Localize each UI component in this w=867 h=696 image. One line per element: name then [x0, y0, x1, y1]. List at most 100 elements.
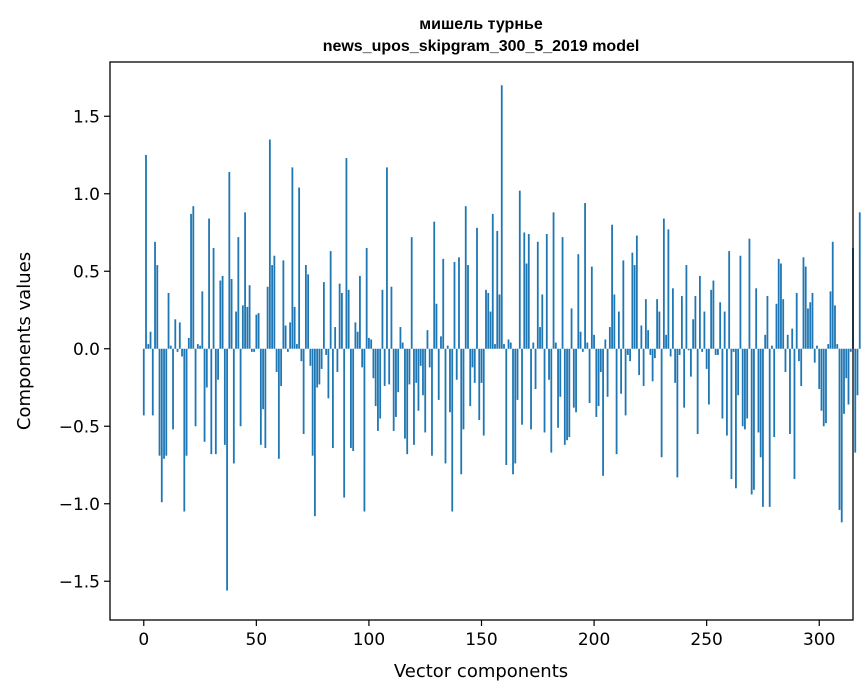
bar — [453, 261, 456, 349]
bar — [370, 339, 373, 349]
bar — [615, 348, 618, 455]
bar — [442, 258, 445, 349]
bar — [744, 348, 746, 430]
bar — [710, 289, 713, 349]
bar — [676, 348, 679, 478]
bar — [464, 206, 467, 349]
bar — [514, 348, 517, 464]
bar — [748, 238, 751, 349]
bar — [753, 348, 755, 490]
bar — [145, 155, 147, 349]
bar — [491, 213, 494, 349]
bar — [444, 348, 447, 464]
bar — [669, 348, 672, 357]
bar — [766, 296, 769, 349]
bar — [485, 289, 487, 349]
bar — [446, 345, 449, 349]
bar — [498, 294, 501, 349]
bar — [208, 218, 210, 349]
bar — [680, 296, 683, 349]
bar — [701, 348, 704, 352]
bar — [523, 232, 526, 349]
bar — [345, 158, 348, 349]
bar — [820, 348, 823, 411]
bar — [647, 330, 650, 349]
bar — [212, 248, 215, 349]
bar — [322, 282, 325, 349]
bar — [559, 348, 562, 397]
bar — [316, 348, 319, 388]
bar — [426, 330, 429, 349]
bar — [440, 336, 442, 349]
bar — [579, 331, 582, 349]
bar — [602, 348, 604, 476]
bar — [822, 348, 825, 427]
bar — [169, 345, 172, 349]
bar — [545, 234, 548, 349]
bar — [235, 311, 237, 349]
bar — [834, 305, 836, 349]
bar — [626, 348, 629, 355]
bar — [773, 348, 776, 438]
bar — [237, 237, 240, 349]
bar — [338, 283, 341, 349]
bar — [696, 348, 699, 434]
bar — [599, 348, 602, 372]
chart-subtitle: news_upos_skipgram_300_5_2019 model — [323, 38, 640, 55]
bar — [471, 348, 474, 368]
bar — [689, 348, 692, 377]
bar — [246, 306, 249, 349]
bar — [399, 327, 402, 349]
bar — [300, 348, 303, 362]
bar — [611, 224, 613, 349]
bar — [667, 229, 670, 349]
bar — [262, 348, 264, 410]
bar — [771, 345, 773, 349]
bar — [624, 348, 627, 416]
bar — [228, 172, 231, 349]
bar — [500, 85, 503, 349]
bar — [250, 348, 253, 352]
bar — [424, 348, 427, 433]
bar — [656, 299, 659, 349]
bar — [809, 302, 812, 349]
bar — [708, 348, 710, 405]
bar — [343, 348, 346, 498]
bar — [712, 280, 715, 349]
bar — [507, 339, 510, 349]
bar — [244, 212, 246, 349]
bar — [714, 348, 717, 355]
x-tick-label: 300 — [803, 630, 835, 650]
bar — [593, 334, 595, 349]
bar — [428, 348, 431, 368]
bar — [298, 187, 301, 349]
bar — [232, 348, 235, 464]
bar — [187, 337, 190, 349]
bar — [147, 344, 150, 349]
bar — [717, 348, 719, 355]
bar — [277, 348, 280, 459]
bar — [241, 305, 244, 349]
bar — [622, 260, 625, 349]
bar — [798, 348, 800, 362]
bar — [516, 348, 519, 400]
bar — [604, 339, 607, 349]
bar — [304, 265, 307, 349]
bar — [633, 265, 636, 349]
bar — [539, 327, 541, 349]
bar — [566, 348, 568, 441]
bar — [552, 212, 555, 349]
bar — [194, 348, 197, 427]
bar — [374, 348, 377, 407]
x-axis-ticks: 0 50 100 150 200 250 300 — [138, 620, 835, 650]
bar — [458, 257, 460, 349]
bar — [388, 348, 391, 385]
bar — [651, 348, 654, 382]
bar — [467, 265, 469, 349]
bar — [644, 299, 647, 349]
bar — [816, 345, 818, 349]
bar — [527, 234, 530, 349]
bar — [347, 289, 350, 349]
bar — [768, 348, 771, 507]
bar — [843, 348, 845, 414]
